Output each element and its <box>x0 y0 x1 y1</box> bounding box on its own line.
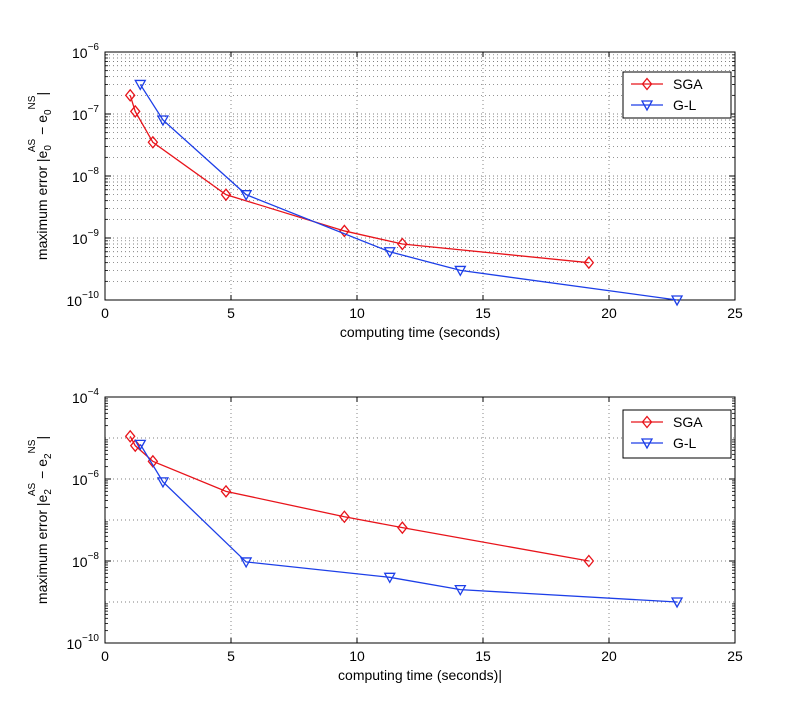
legend-marker-sga <box>641 415 653 429</box>
y-tick-label: 10−7 <box>72 104 99 123</box>
y-tick-label: 10−9 <box>72 228 99 247</box>
data-point-sga <box>220 188 232 202</box>
legend-box <box>622 409 732 459</box>
chart-panel-2: 0 5 10 15 20 25 10−10 10−8 10−6 10−4 computing tim… <box>27 387 743 683</box>
y-tick-label: 10−4 <box>72 387 99 406</box>
x-tick-label: 10 <box>349 648 365 664</box>
data-point-g-l <box>156 115 170 127</box>
chart-panel-1: 0 5 10 15 20 25 10−10 10−9 10−8 10−7 10−6 computing… <box>27 42 743 340</box>
legend-marker-g-l <box>640 100 654 112</box>
axes-frame <box>104 396 736 644</box>
x-tick-label: 25 <box>727 305 743 321</box>
x-tick-label: 5 <box>227 648 235 664</box>
x-tick-label: 5 <box>227 305 235 321</box>
data-point-g-l <box>383 572 396 584</box>
data-point-sga <box>124 429 136 443</box>
data-point-sga <box>129 104 141 118</box>
x-tick-label: 15 <box>475 305 491 321</box>
data-point-sga <box>583 554 595 568</box>
data-point-sga <box>124 88 136 102</box>
data-point-g-l <box>454 265 467 277</box>
series-line-g-l <box>139 444 678 603</box>
data-point-sga <box>339 224 350 238</box>
x-tick-label: 15 <box>475 648 491 664</box>
x-tick-label: 0 <box>101 648 109 664</box>
y-tick-label: 10−10 <box>66 633 99 652</box>
legend-marker-sga <box>641 77 653 91</box>
x-tick-label: 20 <box>601 648 617 664</box>
data-point-g-l <box>670 597 684 609</box>
y-axis-label: maximum error |e2AS − e2NS| <box>27 436 54 604</box>
series-g-l <box>134 79 684 307</box>
x-axis-label: computing time (seconds) <box>340 324 500 340</box>
x-tick-label: 10 <box>349 305 365 321</box>
x-axis-label: computing time (seconds)| <box>338 667 502 683</box>
legend-label-g-l: G-L <box>673 435 697 451</box>
data-point-sga <box>397 521 408 535</box>
data-point-g-l <box>670 295 684 307</box>
data-point-sga <box>583 256 595 270</box>
y-tick-label: 10−8 <box>72 166 99 185</box>
y-axis-label: maximum error |e0AS − e0NS| <box>27 92 54 260</box>
series-line-g-l <box>139 84 678 301</box>
y-tick-label: 10−6 <box>72 42 99 61</box>
series-line-sga <box>129 95 589 264</box>
legend-label-sga: SGA <box>673 414 703 430</box>
series-line-sga <box>129 435 589 562</box>
series-g-l <box>134 439 684 609</box>
x-tick-label: 0 <box>101 305 109 321</box>
data-point-sga <box>339 510 350 524</box>
data-point-g-l <box>134 79 147 91</box>
data-point-sga <box>129 439 141 453</box>
legend-label-g-l: G-L <box>673 97 697 113</box>
legend: SGA G-L <box>622 409 732 459</box>
data-point-g-l <box>240 190 253 202</box>
data-point-sga <box>147 135 159 149</box>
data-point-g-l <box>454 585 467 596</box>
data-point-sga <box>220 484 232 498</box>
data-point-g-l <box>383 247 396 259</box>
data-point-sga <box>397 237 408 251</box>
data-point-g-l <box>134 439 147 451</box>
y-tick-label: 10−10 <box>66 290 99 309</box>
x-tick-label: 20 <box>601 305 617 321</box>
y-tick-label: 10−8 <box>72 551 99 570</box>
legend: SGA G-L <box>622 71 732 119</box>
y-tick-label: 10−6 <box>72 469 99 488</box>
data-point-g-l <box>240 557 253 569</box>
data-point-g-l <box>156 477 170 489</box>
x-tick-label: 25 <box>727 648 743 664</box>
series-sga <box>124 88 595 270</box>
legend-marker-g-l <box>640 438 654 450</box>
legend-label-sga: SGA <box>673 76 703 92</box>
legend-box <box>622 71 732 119</box>
